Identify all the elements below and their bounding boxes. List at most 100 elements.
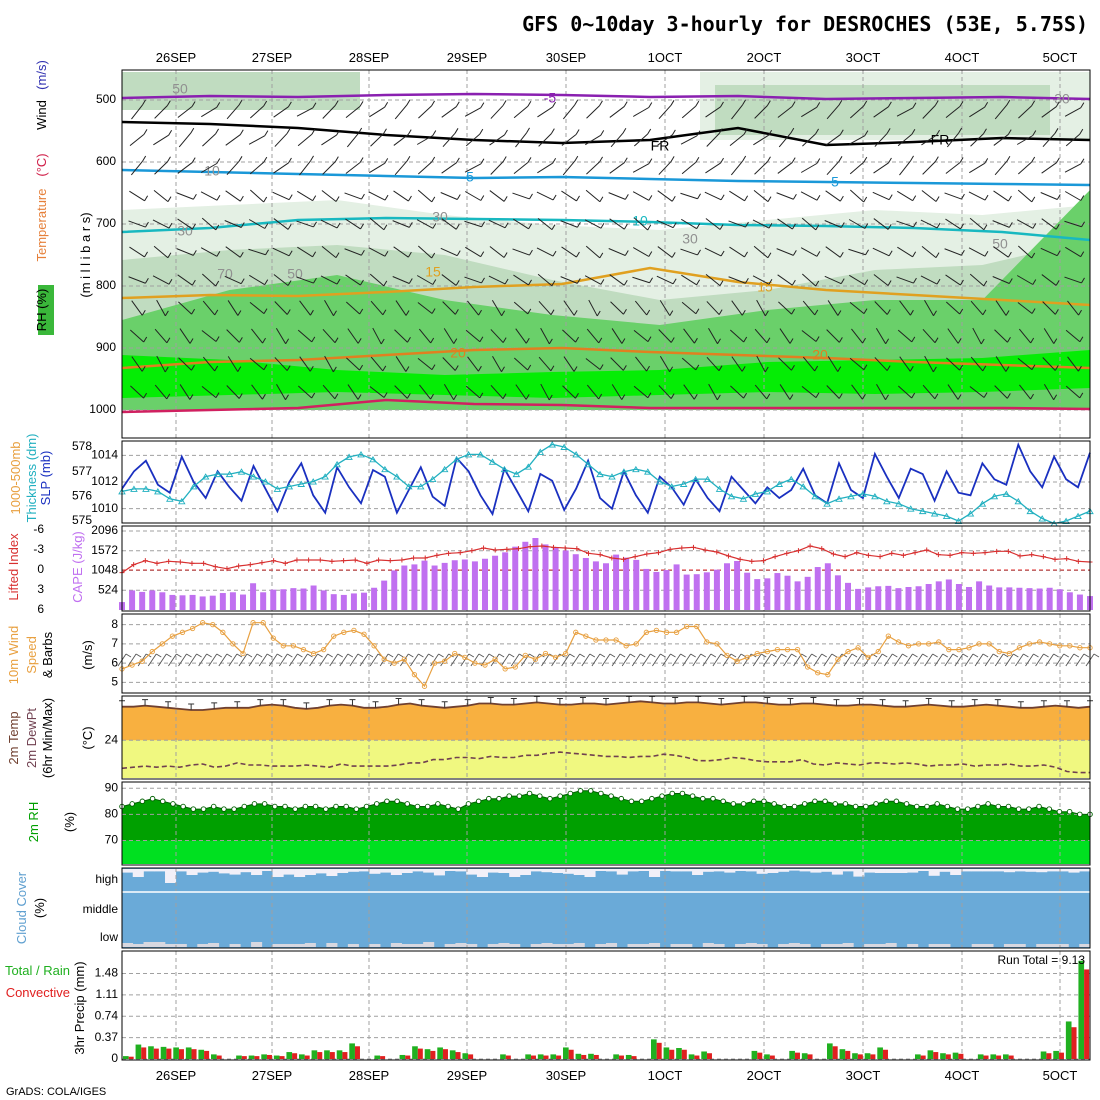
temp-tick-label: 24	[105, 732, 119, 746]
wind-barb-flag	[621, 394, 626, 400]
cape-bar	[421, 560, 428, 610]
wind-barb	[896, 107, 914, 117]
wind-barb	[488, 219, 506, 229]
cloud-high-clear	[788, 869, 800, 871]
wind-barb	[153, 134, 169, 146]
thickness-point	[811, 492, 819, 500]
wind-barb-flag	[838, 337, 843, 343]
cloud-high-clear	[821, 869, 833, 872]
wind-barb	[1043, 384, 1055, 400]
wind-barb-flag	[862, 337, 866, 344]
wind-barb	[512, 248, 530, 256]
wind-barb-flag	[357, 394, 362, 400]
rh-point	[954, 806, 961, 812]
wind-barb	[297, 246, 313, 258]
wind-barb-flag	[504, 222, 509, 229]
rh-point	[251, 801, 258, 807]
cloud-low-clear	[928, 944, 940, 947]
wind-barb	[201, 217, 217, 231]
wind-barb	[1045, 653, 1055, 667]
wind-barb-flag	[935, 196, 940, 202]
thickness-point	[154, 488, 162, 495]
top-date-label: 28SEP	[349, 50, 389, 65]
wind-barb-flag	[359, 308, 364, 315]
wind-barb-flag	[1079, 128, 1084, 135]
wind-barb-flag	[815, 280, 820, 287]
wind-barb	[561, 134, 577, 146]
wind-barb	[968, 247, 986, 257]
wind-barb	[272, 247, 290, 257]
wind-barb-flag	[501, 366, 505, 373]
wind-barb	[702, 653, 712, 667]
cape-bar	[1006, 587, 1013, 610]
precip-convective-bar	[769, 1055, 775, 1059]
cloud-high-clear	[380, 869, 392, 873]
wind-barb	[1065, 246, 1081, 258]
rh-point	[241, 803, 248, 810]
wind-barb-flag	[589, 653, 596, 658]
wind-barb	[410, 653, 419, 667]
rh-point	[312, 803, 319, 810]
wind-barb-flag	[984, 194, 989, 201]
wind-barb	[395, 300, 407, 316]
wind-barb-flag	[672, 222, 677, 228]
rh-point	[373, 801, 380, 807]
wind-barb-flag	[327, 653, 333, 658]
wind-barb	[320, 275, 338, 285]
cloud-low-clear	[735, 944, 747, 947]
wind-barb	[249, 357, 265, 371]
wind-barb-flag	[958, 127, 963, 134]
cloud-high-clear	[487, 869, 499, 873]
precip-convective-bar	[556, 1055, 562, 1059]
wind-barb	[249, 105, 265, 119]
wind-barb-flag	[454, 365, 459, 371]
cloud-high-clear	[369, 869, 381, 874]
wind-barb-flag	[744, 195, 749, 202]
wind-barb	[131, 356, 143, 372]
lifted-index-point	[795, 548, 801, 554]
rh-point	[129, 801, 135, 807]
thickness-point	[416, 483, 425, 490]
rh-contour-label: 10	[204, 163, 220, 179]
precip-convective-bar	[933, 1052, 939, 1059]
wind-barb-flag	[718, 128, 723, 134]
wind-barb-flag	[313, 277, 317, 284]
wind-barb	[706, 133, 720, 147]
wind-barb-flag	[959, 308, 964, 315]
wind-barb-flag	[504, 129, 508, 136]
wind-barb	[200, 163, 218, 173]
cape-bar	[834, 575, 841, 610]
cloud-level-label: low	[100, 930, 118, 944]
rh-point	[200, 806, 207, 812]
wind-barb	[1019, 384, 1031, 400]
precip-convective-bar	[1058, 1052, 1064, 1059]
wind-barb	[560, 276, 578, 284]
wind-barb-flag	[488, 653, 495, 658]
cape-bar	[703, 572, 710, 610]
wind-barb-flag	[1081, 277, 1085, 284]
wind-barb	[610, 357, 624, 371]
wind-barb	[393, 246, 409, 258]
cloud-high-clear	[745, 869, 757, 872]
wind-barb	[251, 328, 263, 344]
wind-barb	[537, 106, 553, 118]
wind-barb	[218, 653, 228, 667]
cape-bar	[512, 546, 519, 610]
panel-frame	[121, 525, 1091, 612]
wind-barb	[1017, 302, 1033, 314]
wind-barb-flag	[189, 338, 194, 344]
wind-barb	[873, 274, 889, 286]
wind-barb	[346, 357, 360, 371]
wind-barb-flag	[357, 653, 364, 658]
cloud-high-clear	[993, 869, 1005, 872]
cloud-high-clear	[1046, 869, 1059, 872]
cloud-high-clear	[595, 869, 607, 871]
wind-barb	[538, 356, 552, 372]
lifted-index-point	[1075, 558, 1081, 564]
cape-bar	[905, 587, 912, 610]
wind-barb-flag	[311, 392, 316, 399]
wind-barb-flag	[761, 653, 767, 658]
thickness-point	[177, 497, 186, 505]
